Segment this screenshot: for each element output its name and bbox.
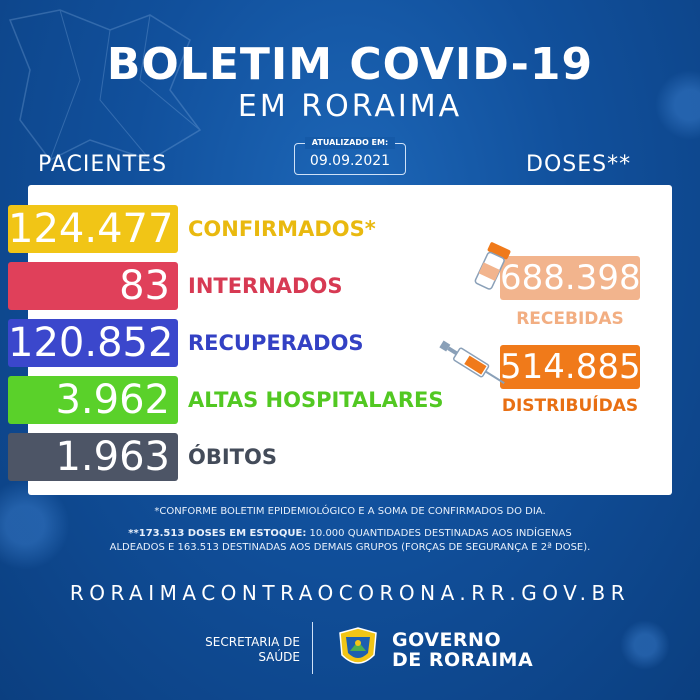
footnote-stock: **173.513 DOSES EM ESTOQUE: 10.000 QUANT… [0, 527, 700, 555]
update-date-box: ATUALIZADO EM: 09.09.2021 [294, 137, 406, 175]
roraima-crest-icon [339, 627, 377, 664]
stat-discharged: 3.962 ALTAS HOSPITALARES [8, 376, 448, 424]
doses-received-label: RECEBIDAS [516, 309, 624, 329]
stat-label: ÓBITOS [188, 445, 277, 469]
footnote-confirmed: *CONFORME BOLETIM EPIDEMIOLÓGICO E A SOM… [154, 506, 546, 517]
virus-decoration-icon [0, 480, 70, 570]
footnote-stock-line2: ALDEADOS E 163.513 DESTINADAS AOS DEMAIS… [109, 542, 591, 553]
virus-decoration-icon [620, 620, 670, 670]
update-date: 09.09.2021 [309, 153, 391, 169]
stat-value: 1.963 [8, 433, 178, 481]
secretaria-saude: SECRETARIA DE SAÚDE [196, 635, 300, 665]
government-logo-text: GOVERNO DE RORAIMA [392, 630, 533, 670]
stat-value: 83 [8, 262, 178, 310]
footnote-stock-text: 10.000 QUANTIDADES DESTINADAS AOS INDÍGE… [306, 528, 572, 539]
vaccine-vial-icon [474, 242, 511, 290]
stat-label: INTERNADOS [188, 274, 343, 298]
stat-value: 124.477 [8, 205, 178, 253]
secretaria-line2: SAÚDE [258, 650, 300, 664]
secretaria-line1: SECRETARIA DE [205, 635, 300, 649]
footnote-stock-bold: **173.513 DOSES EM ESTOQUE: [128, 528, 307, 539]
stat-confirmed: 124.477 CONFIRMADOS* [8, 205, 448, 253]
update-label: ATUALIZADO EM: [305, 137, 395, 149]
doses-distributed-label: DISTRIBUÍDAS [501, 396, 639, 416]
doses-heading: DOSES** [526, 152, 632, 177]
map-outline-icon [8, 9, 202, 161]
doses-received-value: 688.398 [500, 256, 641, 300]
page-title: BOLETIM COVID-19 [106, 39, 594, 90]
syringe-icon [439, 340, 505, 384]
stat-deaths: 1.963 ÓBITOS [8, 433, 448, 481]
footer-divider [312, 622, 313, 674]
stat-label: ALTAS HOSPITALARES [188, 388, 444, 412]
stat-value: 3.962 [8, 376, 178, 424]
page-subtitle: EM RORAIMA [237, 89, 463, 124]
doses-distributed-value: 514.885 [500, 345, 641, 389]
gov-line2: DE RORAIMA [392, 649, 534, 671]
website-url[interactable]: RORAIMACONTRAOCORONA.RR.GOV.BR [69, 581, 631, 605]
stat-recovered: 120.852 RECUPERADOS [8, 319, 448, 367]
patients-heading: PACIENTES [38, 152, 168, 177]
stat-hospitalized: 83 INTERNADOS [8, 262, 448, 310]
stat-value: 120.852 [8, 319, 178, 367]
stat-label: RECUPERADOS [188, 331, 364, 355]
stat-label: CONFIRMADOS* [188, 217, 376, 241]
gov-line1: GOVERNO [392, 629, 502, 651]
